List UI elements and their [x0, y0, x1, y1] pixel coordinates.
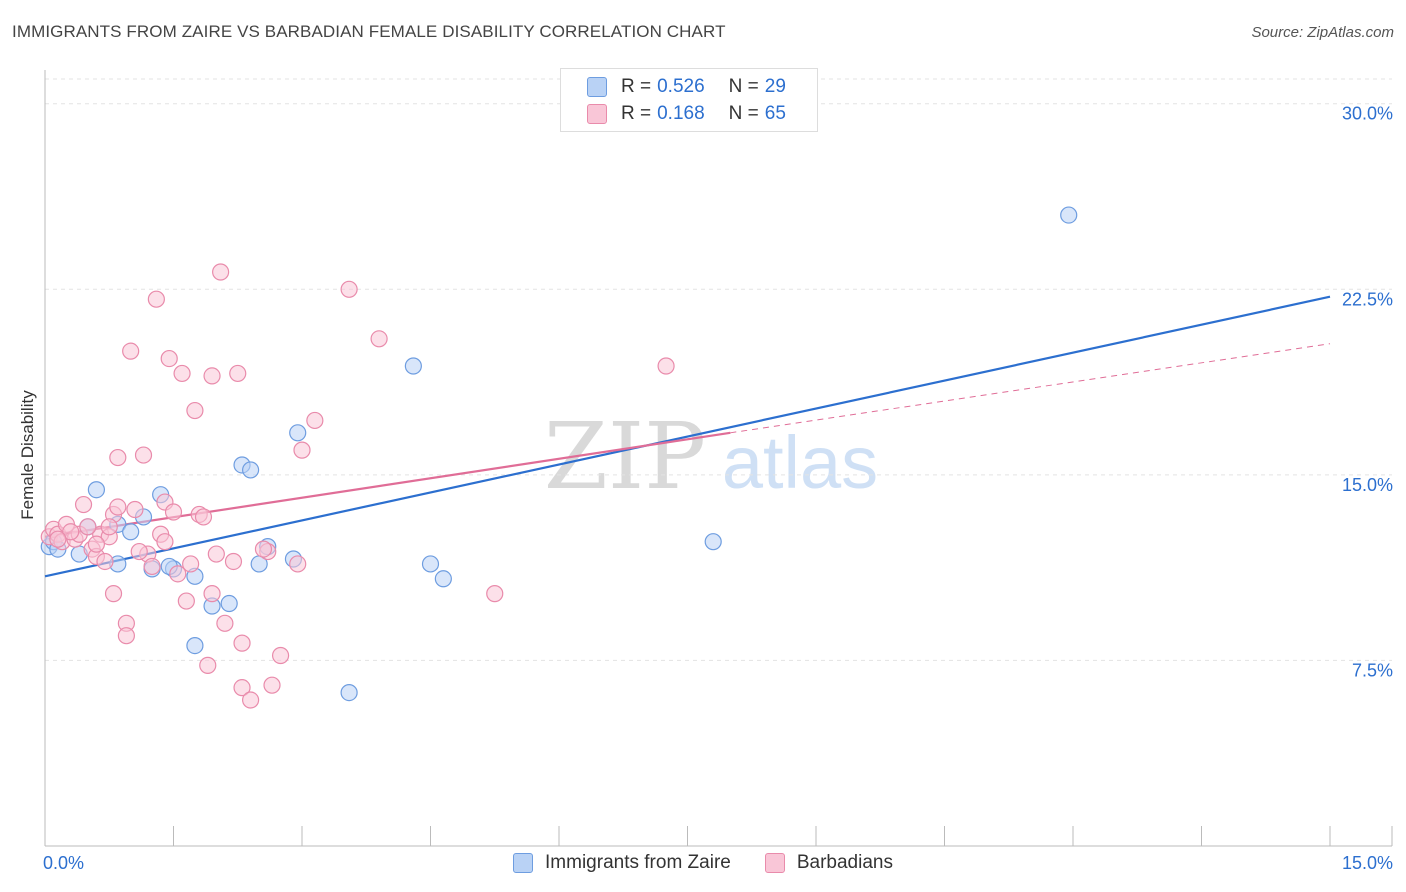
point-barbadian — [62, 523, 80, 541]
point-barbadian — [233, 634, 251, 652]
point-zaire — [289, 424, 307, 442]
legend-r-label: R = — [621, 103, 652, 124]
point-barbadian — [104, 585, 123, 603]
point-barbadian — [100, 518, 118, 536]
legend: R = 0.526 N = 29 R = 0.168 N = 65 — [560, 68, 818, 132]
chart-title: IMMIGRANTS FROM ZAIRE VS BARBADIAN FEMAL… — [12, 22, 726, 41]
point-zaire — [220, 594, 238, 613]
legend-n-label: N = — [728, 103, 759, 124]
x-tick-label: 15.0% — [1342, 853, 1393, 873]
point-barbadian — [143, 557, 161, 576]
data-points — [40, 206, 1078, 709]
tick-labels: 7.5% 15.0% 22.5% 30.0% 0.0% 15.0% — [43, 104, 1393, 873]
point-barbadian — [87, 535, 106, 553]
point-barbadian — [657, 357, 675, 375]
point-barbadian — [177, 592, 195, 610]
bottom-legend: Immigrants from Zaire Barbadians — [0, 852, 1406, 874]
point-barbadian — [340, 280, 358, 298]
y-tick-label: 30.0% — [1342, 104, 1393, 124]
legend-swatch-barbadians — [587, 104, 607, 124]
y-tick-label: 22.5% — [1342, 289, 1393, 309]
point-zaire — [340, 683, 358, 702]
trend-lines — [44, 295, 1331, 578]
bottom-legend-swatch-zaire — [513, 853, 534, 873]
point-barbadian — [109, 498, 127, 516]
point-zaire — [421, 555, 440, 573]
point-barbadian — [370, 330, 388, 348]
point-barbadian — [203, 367, 221, 385]
watermark-atlas: atlas — [722, 421, 878, 504]
point-barbadian — [109, 448, 127, 467]
point-barbadian — [242, 691, 260, 709]
trend-line-barbadians — [44, 431, 731, 538]
point-zaire — [242, 461, 260, 479]
point-barbadian — [233, 679, 251, 697]
point-barbadian — [134, 446, 153, 464]
point-barbadian — [186, 401, 204, 420]
point-barbadian — [164, 503, 183, 521]
legend-n-value-zaire: 29 — [764, 76, 786, 97]
legend-r-value-zaire: 0.526 — [657, 76, 705, 97]
point-zaire — [122, 523, 140, 541]
point-barbadian — [224, 552, 243, 571]
point-barbadian — [122, 342, 140, 360]
legend-row-zaire: R = 0.526 N = 29 — [587, 75, 792, 99]
point-barbadian — [169, 565, 187, 583]
point-barbadian — [182, 555, 200, 573]
point-barbadian — [117, 627, 135, 645]
source-label: Source: ZipAtlas.com — [1251, 24, 1394, 41]
point-zaire — [704, 533, 722, 551]
legend-n-value-barbadians: 65 — [764, 103, 786, 124]
bottom-legend-zaire: Immigrants from Zaire — [513, 852, 731, 874]
point-barbadian — [306, 411, 324, 430]
point-barbadian — [49, 530, 67, 548]
bottom-legend-barbadians: Barbadians — [764, 852, 893, 874]
point-barbadian — [79, 518, 97, 536]
point-barbadian — [263, 676, 281, 694]
point-barbadian — [254, 540, 273, 558]
point-barbadian — [207, 545, 225, 563]
point-zaire — [1060, 206, 1078, 224]
y-tick-label: 7.5% — [1352, 660, 1393, 680]
point-barbadian — [199, 656, 217, 674]
point-zaire — [186, 636, 204, 655]
point-barbadian — [271, 646, 290, 665]
point-barbadian — [96, 552, 114, 571]
point-barbadian — [173, 364, 191, 383]
point-barbadian — [126, 500, 144, 519]
y-tick-label: 15.0% — [1342, 475, 1393, 495]
bottom-legend-label-barbadians: Barbadians — [796, 852, 893, 873]
trend-line-zaire — [44, 295, 1331, 578]
point-barbadian — [203, 585, 221, 603]
x-tick-label: 0.0% — [43, 853, 84, 873]
trend-line-barbadians-extension — [730, 343, 1331, 434]
bottom-legend-swatch-barbadians — [764, 853, 785, 873]
legend-r-value-barbadians: 0.168 — [657, 103, 705, 124]
point-barbadian — [194, 508, 213, 526]
point-barbadian — [147, 290, 165, 308]
point-barbadian — [212, 263, 230, 281]
point-barbadian — [229, 364, 247, 383]
legend-n-label: N = — [728, 76, 759, 97]
legend-swatch-zaire — [587, 77, 607, 97]
point-zaire — [87, 481, 106, 499]
point-barbadian — [216, 614, 234, 632]
point-barbadian — [289, 555, 307, 573]
legend-r-label: R = — [621, 76, 652, 97]
point-zaire — [404, 357, 422, 375]
bottom-legend-label-zaire: Immigrants from Zaire — [545, 852, 731, 873]
legend-row-barbadians: R = 0.168 N = 65 — [587, 102, 792, 126]
point-barbadian — [160, 349, 178, 368]
grid-lines — [45, 78, 1392, 661]
point-zaire — [434, 570, 452, 588]
point-barbadian — [74, 495, 93, 514]
point-barbadian — [293, 441, 311, 459]
point-barbadian — [156, 533, 174, 551]
point-barbadian — [130, 542, 148, 561]
point-barbadian — [486, 585, 504, 603]
axes — [44, 70, 1393, 847]
